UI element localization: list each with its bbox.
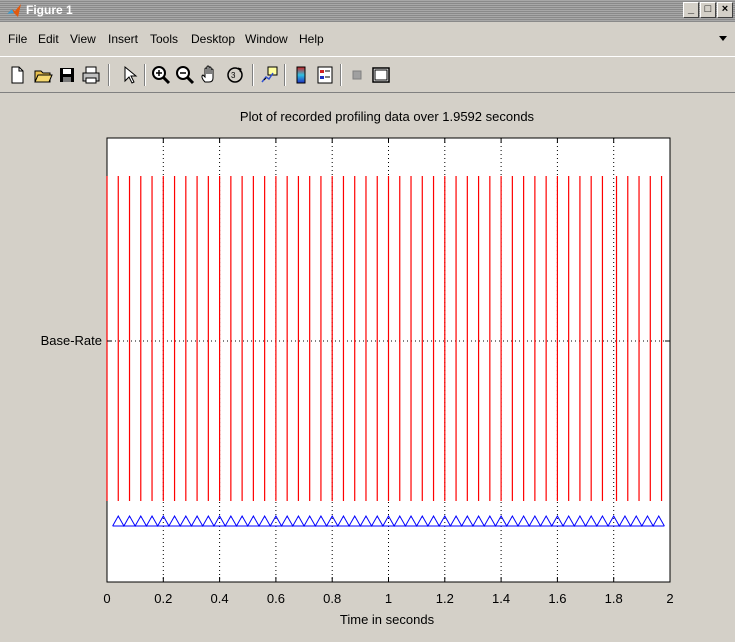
x-tick-label: 0.4 bbox=[211, 591, 229, 606]
menu-view[interactable]: View bbox=[70, 32, 96, 46]
pan-hand-icon[interactable] bbox=[198, 64, 220, 86]
chart[interactable]: Plot of recorded profiling data over 1.9… bbox=[10, 95, 725, 635]
x-tick-label: 0.2 bbox=[154, 591, 172, 606]
toolbar-separator bbox=[284, 64, 286, 86]
x-tick-label: 1.8 bbox=[605, 591, 623, 606]
x-tick-label: 1.6 bbox=[548, 591, 566, 606]
x-axis-label: Time in seconds bbox=[340, 612, 435, 627]
menu-edit[interactable]: Edit bbox=[38, 32, 59, 46]
x-tick-label: 1.4 bbox=[492, 591, 510, 606]
x-tick-label: 1.2 bbox=[436, 591, 454, 606]
menu-window[interactable]: Window bbox=[245, 32, 288, 46]
menu-bar: File Edit View Insert Tools Desktop Wind… bbox=[0, 30, 735, 48]
insert-legend-icon[interactable] bbox=[314, 64, 336, 86]
menu-desktop[interactable]: Desktop bbox=[191, 32, 236, 46]
y-tick-label-base-rate: Base-Rate bbox=[41, 333, 102, 348]
insert-colorbar-icon[interactable] bbox=[290, 64, 312, 86]
matlab-logo-icon bbox=[7, 4, 21, 17]
toolbar-separator bbox=[144, 64, 146, 86]
x-tick-label: 1 bbox=[385, 591, 392, 606]
figure-toolbar: 3 bbox=[0, 58, 735, 92]
toolbar-bottom-divider bbox=[0, 92, 735, 93]
dock-arrow-icon[interactable] bbox=[719, 36, 727, 41]
menu-insert[interactable]: Insert bbox=[108, 32, 139, 46]
toolbar-separator bbox=[340, 64, 342, 86]
hide-plot-tools-icon[interactable] bbox=[346, 64, 368, 86]
x-tick-label: 0.8 bbox=[323, 591, 341, 606]
rotate-3d-icon[interactable]: 3 bbox=[224, 64, 246, 86]
red-impulse-series bbox=[106, 176, 663, 501]
svg-text:3: 3 bbox=[231, 71, 236, 80]
new-figure-icon[interactable] bbox=[6, 64, 28, 86]
x-axis-ticks: 0 0.2 0.4 0.6 0.8 1 1.2 1.4 1.6 1.8 2 bbox=[103, 138, 674, 606]
x-tick-label: 2 bbox=[666, 591, 673, 606]
close-button[interactable]: × bbox=[717, 2, 733, 18]
show-plot-tools-icon[interactable] bbox=[370, 64, 392, 86]
toolbar-separator bbox=[108, 64, 110, 86]
title-bar: Figure 1 _ □ × bbox=[0, 0, 735, 22]
toolbar-top-divider bbox=[0, 56, 735, 57]
data-cursor-icon[interactable] bbox=[258, 64, 280, 86]
print-icon[interactable] bbox=[80, 64, 102, 86]
blue-triangle-wave-series bbox=[112, 514, 665, 528]
maximize-button[interactable]: □ bbox=[700, 2, 716, 18]
x-tick-label: 0.6 bbox=[267, 591, 285, 606]
save-icon[interactable] bbox=[56, 64, 78, 86]
menu-file[interactable]: File bbox=[8, 32, 28, 46]
zoom-out-icon[interactable] bbox=[174, 64, 196, 86]
open-file-icon[interactable] bbox=[32, 64, 54, 86]
menu-tools[interactable]: Tools bbox=[150, 32, 179, 46]
chart-title: Plot of recorded profiling data over 1.9… bbox=[240, 109, 535, 124]
minimize-button[interactable]: _ bbox=[683, 2, 699, 18]
menu-help[interactable]: Help bbox=[299, 32, 324, 46]
zoom-in-icon[interactable] bbox=[150, 64, 172, 86]
toolbar-separator bbox=[252, 64, 254, 86]
x-tick-label: 0 bbox=[103, 591, 110, 606]
figure-canvas: Plot of recorded profiling data over 1.9… bbox=[10, 95, 725, 635]
edit-plot-arrow-icon[interactable] bbox=[118, 64, 140, 86]
window-title: Figure 1 bbox=[26, 3, 73, 17]
